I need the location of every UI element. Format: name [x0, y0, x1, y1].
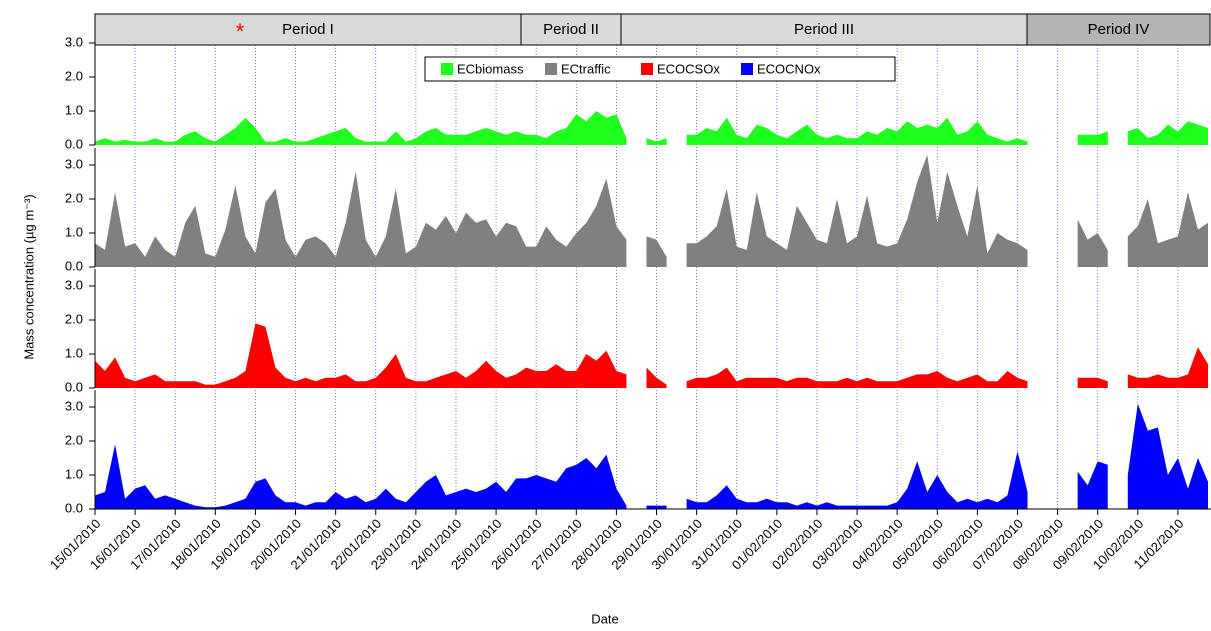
y-tick-label: 2.0 [65, 190, 83, 205]
legend-label: ECbiomass [457, 61, 524, 76]
legend-label: ECOCSOx [657, 61, 720, 76]
y-tick-label: 0.0 [65, 500, 83, 515]
y-tick-label: 2.0 [65, 311, 83, 326]
period-label: Period III [794, 21, 854, 38]
legend-swatch [441, 63, 453, 75]
y-tick-label: 3.0 [65, 156, 83, 171]
y-tick-label: 3.0 [65, 277, 83, 292]
area [95, 323, 1208, 388]
x-axis-label: Date [591, 611, 618, 626]
y-tick-label: 2.0 [65, 68, 83, 83]
period-box [620, 13, 1028, 46]
legend-swatch [545, 63, 557, 75]
legend-label: ECtraffic [561, 61, 611, 76]
area [95, 403, 1208, 509]
period-box [1026, 13, 1211, 46]
y-tick-label: 0.0 [65, 379, 83, 394]
legend-swatch [741, 63, 753, 75]
y-tick-label: 1.0 [65, 102, 83, 117]
period-label: Period I [282, 21, 334, 38]
y-tick-label: 1.0 [65, 466, 83, 481]
y-tick-label: 0.0 [65, 258, 83, 273]
y-tick-label: 2.0 [65, 432, 83, 447]
period-box [94, 13, 522, 46]
legend-box [424, 56, 896, 82]
legend-label: ECOCNOx [757, 61, 821, 76]
y-tick-label: 1.0 [65, 224, 83, 239]
period-box [520, 13, 622, 46]
legend-swatch [641, 63, 653, 75]
y-tick-label: 3.0 [65, 34, 83, 49]
y-tick-label: 0.0 [65, 136, 83, 151]
y-axis-label: Mass concentration (µg m⁻³) [21, 194, 36, 359]
area [95, 154, 1208, 267]
period-label: Period IV [1088, 21, 1150, 38]
y-tick-label: 3.0 [65, 398, 83, 413]
period-label: Period II [543, 21, 599, 38]
marker: * [236, 19, 245, 44]
y-tick-label: 1.0 [65, 345, 83, 360]
area [95, 111, 1208, 145]
